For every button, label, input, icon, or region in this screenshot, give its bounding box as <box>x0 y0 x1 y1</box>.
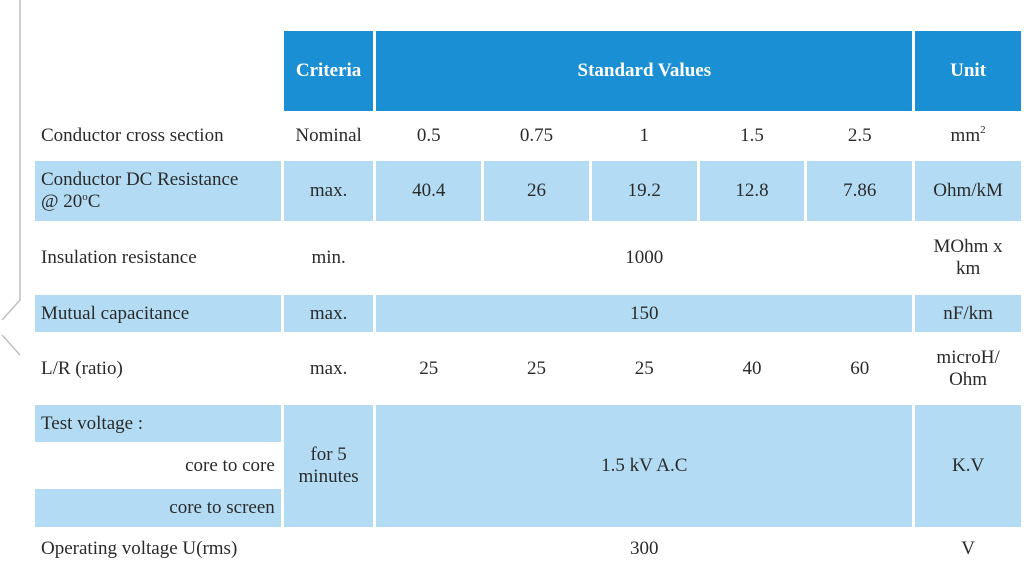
value-cell: 60 <box>850 357 870 379</box>
unit-line2: Ohm <box>949 368 988 390</box>
value-cell: 2.5 <box>847 125 872 146</box>
label-core-to-core: core to core <box>185 454 275 476</box>
row-lr-ratio: L/R (ratio) max. 25 25 25 40 60 microH/O… <box>35 335 1021 402</box>
row-test-voltage-core-core: core to core <box>35 445 1021 486</box>
header-standard-values: Standard Values <box>376 31 913 111</box>
label-core-to-screen: core to screen <box>35 489 281 527</box>
value-operating-voltage: 300 <box>630 538 659 559</box>
value-cell: 40 <box>742 357 762 379</box>
unit-superscript: 2 <box>980 124 986 136</box>
criteria-mutual-capacitance: max. <box>283 295 374 332</box>
criteria-dc-resistance: max. <box>283 161 374 221</box>
label-insulation: Insulation resistance <box>41 247 197 268</box>
unit-line2: km <box>955 258 981 279</box>
criteria-insulation: min. <box>311 247 346 268</box>
unit-operating-voltage: V <box>961 538 975 559</box>
value-cell: 1.5 <box>740 125 764 146</box>
label-mutual-capacitance: Mutual capacitance <box>35 295 281 332</box>
value-cell: 40.4 <box>376 161 482 221</box>
value-cell: 25 <box>419 357 439 379</box>
row-cross-section: Conductor cross section Nominal 0.5 0.75… <box>35 114 1021 158</box>
unit-line1: microH/ <box>936 346 1000 368</box>
row-test-voltage-core-screen: core to screen <box>35 489 1021 527</box>
value-mutual-capacitance: 150 <box>376 295 913 332</box>
row-operating-voltage: Operating voltage U(rms) 300 V <box>35 530 1021 568</box>
label-dc-resistance: Conductor DC Resistance @ 20oC <box>35 161 281 221</box>
unit-base: mm <box>950 125 981 146</box>
row-test-voltage: Test voltage : for 5 minutes 1.5 kV A.C K… <box>35 405 1021 527</box>
label-line2-post: C <box>87 191 101 212</box>
label-lr-ratio: L/R (ratio) <box>41 357 123 379</box>
criteria-test-voltage: for 5 minutes <box>283 405 374 527</box>
value-cell: 0.75 <box>519 125 554 146</box>
criteria-line2: minutes <box>298 466 359 487</box>
degree-superscript: o <box>82 191 88 203</box>
value-cell: 19.2 <box>591 161 697 221</box>
header-unit: Unit <box>915 31 1021 111</box>
header-criteria: Criteria <box>283 31 374 111</box>
value-test-voltage: 1.5 kV A.C <box>376 405 913 527</box>
label-cross-section: Conductor cross section <box>41 125 224 146</box>
value-cell: 1 <box>639 125 650 146</box>
unit-cross-section: mm2 <box>915 114 1021 158</box>
value-cell: 26 <box>484 161 589 221</box>
header-row: Criteria Standard Values Unit <box>35 31 1021 111</box>
label-line2-pre: @ 20 <box>41 191 83 212</box>
criteria-lr-ratio: max. <box>309 357 348 379</box>
row-insulation: Insulation resistance min. 1000 MOhm x km <box>35 224 1021 292</box>
label-line1: Conductor DC Resistance <box>41 169 239 190</box>
unit-dc-resistance: Ohm/kM <box>915 161 1021 221</box>
header-empty-cell <box>35 31 281 111</box>
label-test-voltage: Test voltage : <box>35 405 281 442</box>
label-operating-voltage: Operating voltage U(rms) <box>41 538 238 559</box>
criteria-cross-section: Nominal <box>295 125 362 146</box>
row-dc-resistance: Conductor DC Resistance @ 20oC max. 40.4 … <box>35 161 1021 221</box>
unit-mutual-capacitance: nF/km <box>915 295 1021 332</box>
value-cell: 7.86 <box>807 161 913 221</box>
value-insulation: 1000 <box>625 247 664 268</box>
value-cell: 12.8 <box>699 161 805 221</box>
value-cell: 25 <box>527 357 547 379</box>
unit-line1: MOhm x <box>933 236 1003 257</box>
unit-lr-ratio: microH/Ohm <box>915 335 1021 402</box>
page-edge-decoration <box>1 0 21 356</box>
value-cell: 25 <box>634 357 654 379</box>
specification-table: Criteria Standard Values Unit Conductor … <box>32 28 1024 571</box>
value-cell: 0.5 <box>416 125 441 146</box>
row-mutual-capacitance: Mutual capacitance max. 150 nF/km <box>35 295 1021 332</box>
criteria-line1: for 5 <box>310 444 347 465</box>
unit-test-voltage: K.V <box>915 405 1021 527</box>
unit-insulation: MOhm x km <box>915 224 1021 292</box>
